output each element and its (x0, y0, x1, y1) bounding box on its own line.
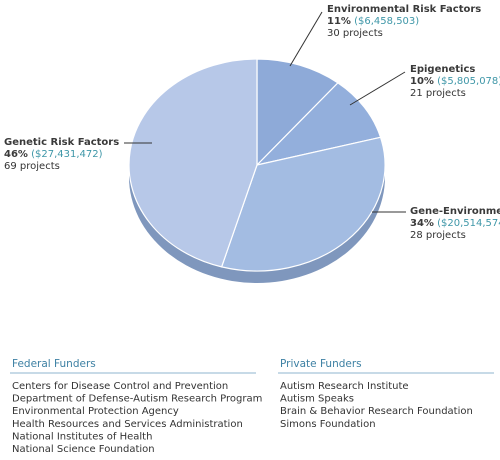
slice-value: 11% ($6,458,503) (327, 16, 419, 27)
percent: 10% (410, 76, 434, 87)
slice-name: Epigenetics (410, 64, 475, 75)
project-count: 69 projects (4, 161, 60, 172)
percent: 46% (4, 149, 28, 160)
percent: 34% (410, 218, 434, 229)
funder: National Institutes of Health (12, 431, 152, 442)
amount: ($5,805,078) (437, 76, 500, 87)
amount: ($27,431,472) (31, 149, 103, 160)
slice-value: 34% ($20,514,574) (410, 218, 500, 229)
private-title: Private Funders (280, 358, 362, 370)
funder: Centers for Disease Control and Preventi… (12, 381, 228, 392)
slice-value: 46% ($27,431,472) (4, 149, 103, 160)
funders: Federal Funders Private Funders Centers … (10, 358, 494, 455)
project-count: 28 projects (410, 230, 466, 241)
pie (128, 58, 386, 283)
percent: 11% (327, 16, 351, 27)
pie-slice (256, 58, 339, 167)
slice-name: Genetic Risk Factors (4, 137, 119, 148)
funder: National Science Foundation (12, 444, 155, 455)
funder: Health Resources and Services Administra… (12, 419, 243, 430)
funder: Department of Defense-Autism Research Pr… (12, 394, 262, 405)
pie-slice (255, 82, 382, 167)
slice-value: 10% ($5,805,078) (410, 76, 500, 87)
federal-title: Federal Funders (12, 358, 96, 370)
amount: ($20,514,574) (437, 218, 500, 229)
slice-name: Environmental Risk Factors (327, 4, 481, 15)
funder: Autism Speaks (280, 394, 354, 405)
funder: Brain & Behavior Research Foundation (280, 406, 473, 417)
leader-line (349, 71, 406, 106)
pie-slice (128, 58, 258, 268)
funder: Simons Foundation (280, 419, 376, 430)
funder: Environmental Protection Agency (12, 406, 179, 417)
project-count: 30 projects (327, 28, 383, 39)
pie-slice (220, 136, 386, 272)
funder: Autism Research Institute (280, 381, 409, 392)
leader-line (289, 11, 323, 67)
project-count: 21 projects (410, 88, 466, 99)
amount: ($6,458,503) (354, 16, 419, 27)
slice-name: Gene-Environment (410, 206, 500, 217)
